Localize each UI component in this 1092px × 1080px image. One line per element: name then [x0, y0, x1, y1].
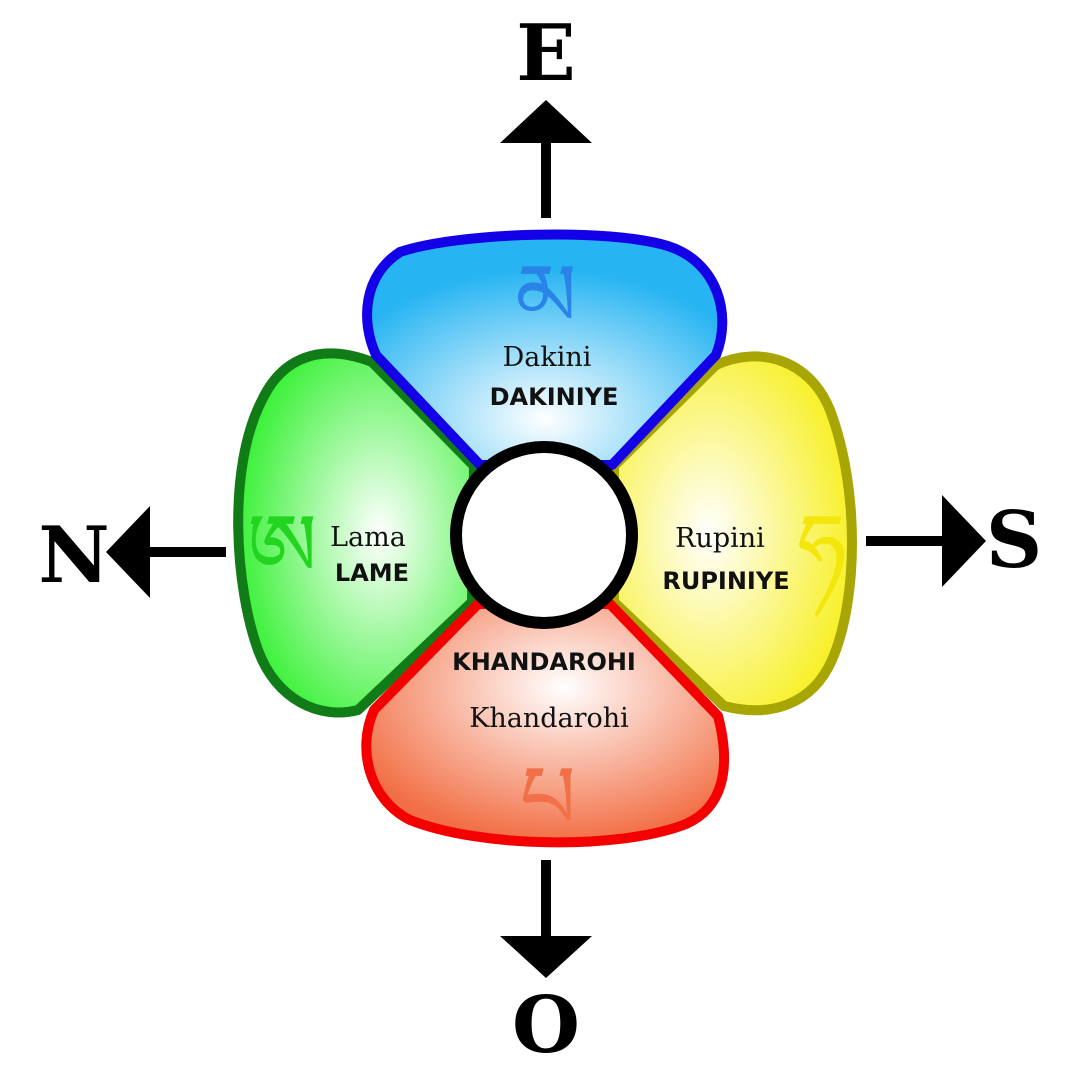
- compass-west-label: O: [512, 980, 580, 1071]
- arrow-east: [500, 100, 592, 218]
- lama-mantra: LAME: [335, 559, 409, 587]
- khandarohi-mantra: KHANDAROHI: [452, 648, 636, 676]
- lama-name: Lama: [330, 522, 406, 553]
- syllable-khandarohi: པ: [520, 746, 576, 849]
- compass-east-label: E: [516, 8, 575, 99]
- petal-rupini: [609, 351, 857, 716]
- petal-dakini: [362, 229, 728, 470]
- rupini-name: Rupini: [675, 523, 765, 554]
- arrow-south: [866, 495, 986, 587]
- arrow-north: [106, 506, 226, 598]
- syllable-lama: ཨ: [247, 494, 318, 597]
- arrow-west: [500, 860, 592, 978]
- petal-khandarohi: [361, 599, 729, 848]
- rupini-mantra: RUPINIYE: [662, 567, 789, 595]
- compass-south-label: S: [986, 495, 1042, 586]
- petal-lama: [233, 348, 479, 718]
- dakini-name: Dakini: [503, 342, 592, 373]
- syllable-dakini: མ: [515, 244, 577, 347]
- khandarohi-name: Khandarohi: [469, 703, 629, 734]
- center-circle: [450, 441, 638, 629]
- dakini-mantra: DAKINIYE: [490, 383, 619, 411]
- compass-north-label: N: [38, 510, 109, 601]
